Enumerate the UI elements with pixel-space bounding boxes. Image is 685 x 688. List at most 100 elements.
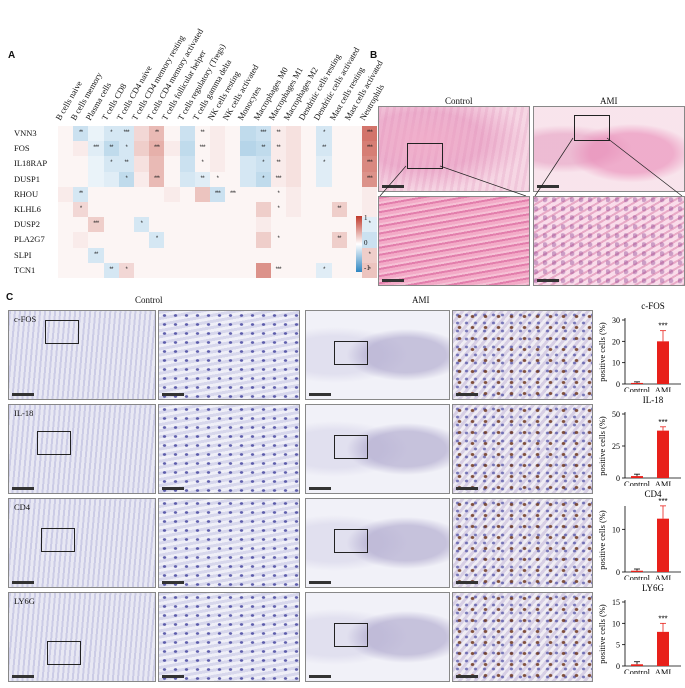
chart-title: IL-18	[643, 395, 664, 405]
heatmap-cell	[58, 141, 74, 157]
heatmap-cell	[316, 217, 332, 233]
heatmap-cell	[88, 156, 104, 172]
y-tick-label: 25	[612, 442, 620, 451]
heatmap-cell	[346, 202, 362, 218]
heatmap-cell	[301, 202, 317, 218]
scale-bar	[309, 581, 331, 584]
heatmap-significance: ***	[93, 145, 99, 152]
heatmap-cell	[362, 156, 378, 172]
heatmap-cell	[301, 186, 317, 202]
scale-bar	[382, 279, 404, 282]
heatmap-cell	[88, 247, 104, 263]
heatmap-significance: *	[110, 160, 113, 167]
heatmap-cell	[316, 232, 332, 248]
heatmap-cell	[255, 126, 271, 142]
heatmap-cell	[210, 262, 226, 278]
heatmap-row-label: FOS	[14, 143, 30, 154]
heatmap-cell	[316, 202, 332, 218]
heatmap-significance: **	[94, 251, 98, 258]
heatmap-cell	[88, 186, 104, 202]
heatmap-cell	[179, 186, 195, 202]
heatmap-significance: **	[109, 145, 114, 152]
heatmap-row-label: PLA2G7	[14, 234, 45, 245]
heatmap-cell	[164, 126, 180, 142]
y-tick-label: 10	[612, 525, 620, 534]
he-control-lowmag-image	[378, 106, 530, 192]
heatmap-cell	[103, 141, 119, 157]
heatmap-significance: ***	[366, 130, 373, 136]
heatmap-cell	[240, 217, 256, 233]
heatmap-significance: ***	[366, 175, 373, 182]
heatmap-cell	[225, 141, 241, 157]
y-axis-label: positive cells (%)	[597, 604, 607, 664]
scale-bar	[12, 487, 34, 490]
heatmap-significance: *	[79, 206, 82, 212]
heatmap-cell	[270, 141, 286, 157]
y-tick-label: 50	[612, 410, 620, 419]
y-tick-label: 0	[616, 474, 620, 483]
heatmap-cell	[286, 262, 302, 278]
heatmap-cell	[301, 126, 317, 142]
ihc-control-highmag-image	[158, 498, 300, 588]
heatmap-cell	[270, 262, 286, 278]
significance-label: ***	[658, 497, 667, 506]
heatmap-significance: ***	[275, 266, 282, 273]
heatmap-cell	[301, 247, 317, 263]
heatmap-significance: ***	[93, 221, 99, 228]
heatmap-cell	[316, 126, 332, 142]
heatmap-significance: **	[276, 130, 281, 136]
heatmap-cell	[286, 126, 302, 142]
legend-tick-mid: 0	[364, 239, 368, 247]
heatmap-cell	[103, 247, 119, 263]
panel-letter-c: C	[6, 292, 14, 303]
heatmap-cell	[225, 202, 241, 218]
heatmap-cell	[103, 232, 119, 248]
heatmap-cell	[149, 126, 165, 142]
heatmap-cell	[58, 126, 74, 142]
heatmap-cell	[316, 247, 332, 263]
heatmap-cell	[134, 202, 150, 218]
heatmap-row-label: VNN3	[14, 128, 37, 138]
chart-title: LY6G	[642, 583, 665, 593]
heatmap-cell	[179, 217, 195, 233]
heatmap-cell	[149, 247, 165, 263]
bar-control	[631, 382, 643, 384]
y-tick-label: 0	[616, 380, 620, 389]
heatmap-cell	[118, 171, 134, 187]
ihc-control-lowmag-image	[8, 498, 156, 588]
heatmap-cell	[103, 171, 119, 187]
chart-title: CD4	[644, 489, 662, 499]
ihc-marker-label: c-FOS	[14, 314, 37, 324]
scale-bar	[456, 393, 478, 396]
heatmap-cell	[73, 247, 89, 263]
heatmap-cell	[118, 217, 134, 233]
heatmap-cell	[88, 202, 104, 218]
heatmap-significance: **	[200, 175, 205, 182]
heatmap-cell	[331, 171, 347, 187]
heatmap-row-label: KLHL6	[14, 204, 41, 214]
heatmap-cell	[88, 141, 104, 157]
ihc-marker-label: LY6G	[14, 596, 35, 606]
heatmap-cell	[194, 156, 210, 172]
heatmap-cell	[73, 171, 89, 187]
heatmap-cell	[210, 171, 226, 187]
heatmap-cell	[103, 262, 119, 278]
heatmap-cell	[270, 247, 286, 263]
heatmap-significance: ***	[230, 190, 236, 197]
heatmap-cell	[164, 247, 180, 263]
ihc-control-highmag-image	[158, 404, 300, 494]
heatmap-significance: *	[277, 190, 280, 197]
heatmap-cell	[58, 156, 74, 172]
heatmap-cell	[240, 126, 256, 142]
heatmap-cell	[362, 126, 378, 142]
heatmap-row-label: DUSP2	[14, 219, 40, 230]
heatmap-cell	[331, 202, 347, 218]
heatmap-significance: **	[276, 145, 281, 152]
heatmap-cell	[270, 202, 286, 218]
heatmap-cell	[194, 202, 210, 218]
heatmap-significance: **	[261, 145, 266, 152]
heatmap-cell	[194, 232, 210, 248]
heatmap-significance: ***	[275, 175, 282, 182]
significance-label: ***	[658, 418, 667, 427]
bar-chart: 0 25 50 positive cells (%) Control AMI *** IL-1…	[597, 395, 681, 486]
